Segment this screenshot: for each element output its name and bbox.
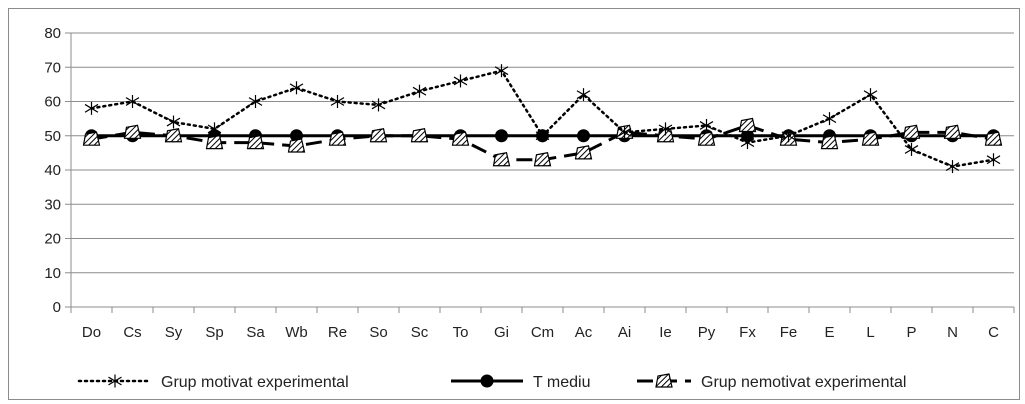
data-point <box>328 131 347 146</box>
data-point <box>820 134 839 150</box>
x-tick-label: N <box>947 324 958 341</box>
data-point <box>125 95 140 108</box>
x-tick-label: Ie <box>659 324 672 341</box>
data-point <box>984 131 1003 146</box>
y-tick-label: 10 <box>44 265 61 282</box>
data-point <box>330 95 345 108</box>
x-tick-label: Py <box>698 324 716 341</box>
data-point <box>945 160 960 174</box>
data-point <box>494 64 509 78</box>
data-point <box>738 117 757 133</box>
data-point <box>246 134 265 150</box>
series <box>82 64 1003 174</box>
x-tick-label: C <box>988 324 999 341</box>
x-tick-label: Re <box>328 324 347 341</box>
legend-label: Grup motivat experimental <box>161 374 349 391</box>
data-point <box>205 134 224 150</box>
x-tick-label: Wb <box>285 324 308 341</box>
data-point <box>369 128 388 143</box>
data-point <box>535 129 550 143</box>
data-point <box>451 131 470 146</box>
data-point <box>822 112 837 126</box>
y-tick-label: 30 <box>44 196 61 213</box>
data-point <box>861 131 880 146</box>
x-tick-label: Cs <box>123 324 141 341</box>
x-tick-label: Sp <box>205 324 223 341</box>
x-tick-label: So <box>369 324 387 341</box>
x-tick-label: P <box>906 324 916 341</box>
data-point <box>533 152 552 167</box>
legend-marker <box>108 374 122 388</box>
data-point <box>453 74 468 88</box>
data-point <box>617 125 632 139</box>
y-tick-label: 0 <box>53 299 61 316</box>
x-tick-label: Cm <box>531 324 554 341</box>
data-point <box>740 136 755 150</box>
data-point <box>164 128 183 143</box>
chart-frame: 0 10 20 30 40 50 60 70 80 Do Cs Sy Sp Sa Wb Re So Sc To Gi C… <box>8 8 1020 400</box>
x-tick-label: L <box>866 324 874 341</box>
x-tick-label: Fx <box>739 324 756 341</box>
legend-item: Grup nemotivat experimental <box>637 373 906 391</box>
data-point <box>166 115 181 129</box>
data-point <box>577 129 590 143</box>
data-point <box>943 124 962 139</box>
data-point <box>410 128 429 143</box>
data-point <box>781 129 796 143</box>
data-point <box>82 131 101 146</box>
x-tick-label: Sc <box>411 324 429 341</box>
y-tick-label: 60 <box>44 94 61 111</box>
line-chart: 0 10 20 30 40 50 60 70 80 Do Cs Sy Sp Sa Wb Re So Sc To Gi C… <box>44 25 1015 391</box>
series-0 <box>84 64 1001 174</box>
gridlines <box>71 32 1014 274</box>
data-point <box>697 131 716 146</box>
x-tick-label: Do <box>82 324 101 341</box>
data-point <box>248 95 263 108</box>
data-point <box>207 122 222 136</box>
legend: Grup motivat experimental T mediu Grup nem… <box>77 373 906 391</box>
data-point <box>412 84 427 98</box>
y-tick-label: 50 <box>44 128 61 145</box>
legend-item: T mediu <box>451 374 591 391</box>
x-tick-label: To <box>453 324 469 341</box>
y-tick-label: 40 <box>44 162 61 179</box>
x-tick-label: Ac <box>575 324 593 341</box>
data-point <box>492 152 511 167</box>
legend-item: Grup motivat experimental <box>77 374 349 391</box>
data-point <box>741 129 754 143</box>
data-point <box>495 129 508 143</box>
data-point <box>576 88 591 102</box>
data-point <box>287 138 306 153</box>
data-point <box>904 142 919 156</box>
data-point <box>863 88 878 102</box>
y-tick-label: 70 <box>44 59 61 76</box>
axes: 0 10 20 30 40 50 60 70 80 Do Cs Sy Sp Sa Wb Re So Sc To Gi C… <box>44 25 1015 341</box>
x-tick-label: Sa <box>246 324 265 341</box>
y-tick-label: 80 <box>44 25 61 42</box>
data-point <box>658 122 673 136</box>
data-point <box>574 145 593 160</box>
x-tick-label: E <box>824 324 834 341</box>
data-point <box>371 98 386 112</box>
data-point <box>289 81 304 95</box>
x-tick-label: Fe <box>780 324 798 341</box>
data-point <box>986 153 1001 167</box>
x-tick-label: Ai <box>618 324 631 341</box>
x-tick-label: Gi <box>494 324 509 341</box>
data-point <box>123 124 142 139</box>
series-line <box>90 69 995 168</box>
legend-label: T mediu <box>533 374 591 391</box>
legend-marker <box>480 374 494 388</box>
legend-label: Grup nemotivat experimental <box>701 374 906 391</box>
legend-marker <box>655 373 673 388</box>
data-point <box>84 101 99 115</box>
data-point <box>699 118 714 132</box>
data-point <box>902 124 921 139</box>
x-tick-label: Sy <box>165 324 183 341</box>
y-tick-label: 20 <box>44 231 61 248</box>
